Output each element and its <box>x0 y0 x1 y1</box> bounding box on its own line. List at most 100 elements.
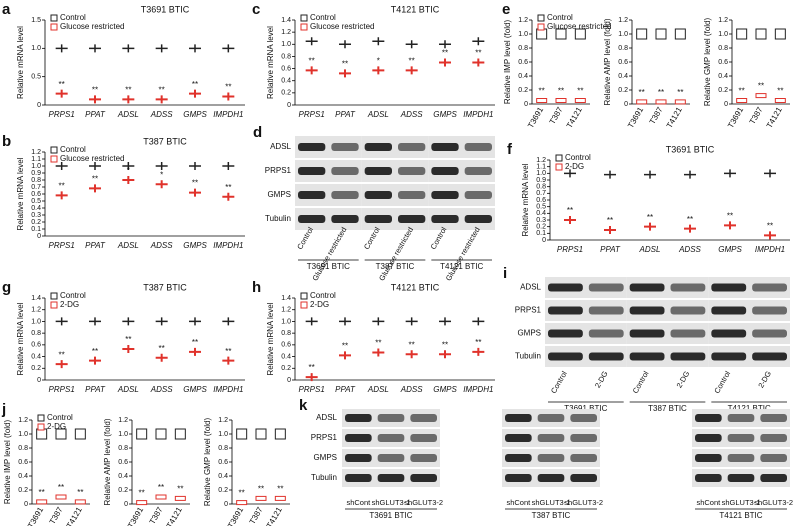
y-tick-label: 0.1 <box>31 226 41 233</box>
treated-point <box>564 216 576 224</box>
treated-point <box>189 347 201 356</box>
treated-box <box>236 500 248 506</box>
x-tick-label: T4121 <box>765 105 784 130</box>
y-tick-label: 0.6 <box>618 59 628 66</box>
control-point <box>155 162 168 170</box>
band <box>331 191 359 199</box>
x-tick-label: ADSL <box>117 241 139 250</box>
legend-swatch <box>50 146 58 154</box>
x-tick-label: PPAT <box>600 245 621 254</box>
y-tick-label: 0 <box>124 501 128 508</box>
group-label: T4121 BTIC <box>728 404 771 413</box>
control-point <box>89 162 101 170</box>
y-tick-label: 1.2 <box>31 307 41 314</box>
band <box>760 414 787 422</box>
control-point <box>684 170 696 179</box>
blot-background <box>428 208 495 230</box>
control-point <box>55 44 68 53</box>
lane-label: shCont <box>696 498 721 507</box>
band <box>431 167 459 175</box>
y-tick-label: 1.0 <box>281 41 291 48</box>
chart-title: T3691 BTIC <box>141 4 190 14</box>
x-tick-label: PRPS1 <box>49 241 75 250</box>
band <box>377 414 405 422</box>
panel-label: i <box>503 265 507 282</box>
treated-box <box>636 99 648 105</box>
x-tick-label: PRPS1 <box>299 110 325 119</box>
band <box>398 215 426 223</box>
band <box>752 283 787 292</box>
legend-label: 2-DG <box>565 162 584 171</box>
control-box <box>236 428 248 440</box>
legend-label: Control <box>547 13 573 22</box>
blot-background <box>708 346 790 367</box>
y-tick-label: 0.6 <box>118 459 128 466</box>
y-tick-label: 1.0 <box>31 45 41 52</box>
y-tick-label: 0.3 <box>536 217 546 224</box>
control-box <box>155 428 167 440</box>
band <box>570 454 597 462</box>
control-point <box>724 169 736 178</box>
treated-point <box>122 176 135 184</box>
control-box <box>655 28 667 40</box>
significance: ** <box>342 342 348 351</box>
y-tick-label: 0.9 <box>31 170 41 177</box>
band <box>364 143 392 151</box>
significance: ** <box>727 211 733 220</box>
treated-box <box>274 495 286 501</box>
control-box <box>555 28 567 40</box>
y-tick-label: 1.0 <box>118 431 128 438</box>
treated-box <box>674 99 686 105</box>
band <box>537 434 565 442</box>
y-tick-label: 0 <box>287 377 291 384</box>
y-tick-label: 1.0 <box>31 318 41 325</box>
x-tick-label: T387 <box>248 505 265 526</box>
y-tick-label: 0.2 <box>518 87 528 94</box>
band <box>364 167 392 175</box>
y-axis-label: Relative AMP level (fold) <box>603 18 612 105</box>
y-tick-label: 1.5 <box>31 17 41 24</box>
band <box>298 143 326 151</box>
band <box>629 352 665 361</box>
y-tick-label: 0.8 <box>281 53 291 60</box>
legend-label: Control <box>60 145 86 154</box>
lane-label: 2-DG <box>756 369 773 389</box>
significance: ** <box>158 483 164 492</box>
treated-box <box>755 93 767 99</box>
x-tick-label: IMPDH1 <box>755 245 785 254</box>
control-point <box>55 317 68 326</box>
y-tick-label: 0 <box>287 102 291 109</box>
significance: ** <box>59 182 65 191</box>
treated-box <box>74 499 86 505</box>
y-tick-label: 0.3 <box>31 212 41 219</box>
significance: ** <box>58 483 64 492</box>
y-tick-label: 0 <box>224 501 228 508</box>
significance: ** <box>159 344 165 353</box>
chart-title: T4121 BTIC <box>391 4 440 14</box>
y-axis-label: Relative AMP level (fold) <box>103 418 112 505</box>
y-tick-label: 0.8 <box>536 184 546 191</box>
y-tick-label: 0.8 <box>518 45 528 52</box>
control-point <box>472 317 485 326</box>
y-tick-label: 0 <box>542 237 546 244</box>
band <box>410 474 437 482</box>
band <box>752 352 787 361</box>
control-point <box>155 44 168 53</box>
y-tick-label: 0.7 <box>31 184 41 191</box>
x-tick-label: GMPS <box>433 385 457 394</box>
x-tick-label: T3691 <box>726 105 745 130</box>
y-tick-label: 0.8 <box>31 330 41 337</box>
legend-swatch <box>300 14 308 22</box>
band <box>629 306 665 315</box>
treated-point <box>155 353 168 362</box>
x-tick-label: T3691 <box>226 505 245 526</box>
x-tick-label: PPAT <box>335 385 356 394</box>
x-tick-label: GMPS <box>183 110 207 119</box>
band <box>588 283 624 292</box>
lane-label: shGLUT3-1 <box>722 498 761 507</box>
row-label: ADSL <box>520 283 541 292</box>
x-tick-label: IMPDH1 <box>463 385 493 394</box>
y-tick-label: 1.2 <box>18 417 28 424</box>
group-label: T387 BTIC <box>376 262 415 271</box>
x-tick-label: PPAT <box>85 385 106 394</box>
